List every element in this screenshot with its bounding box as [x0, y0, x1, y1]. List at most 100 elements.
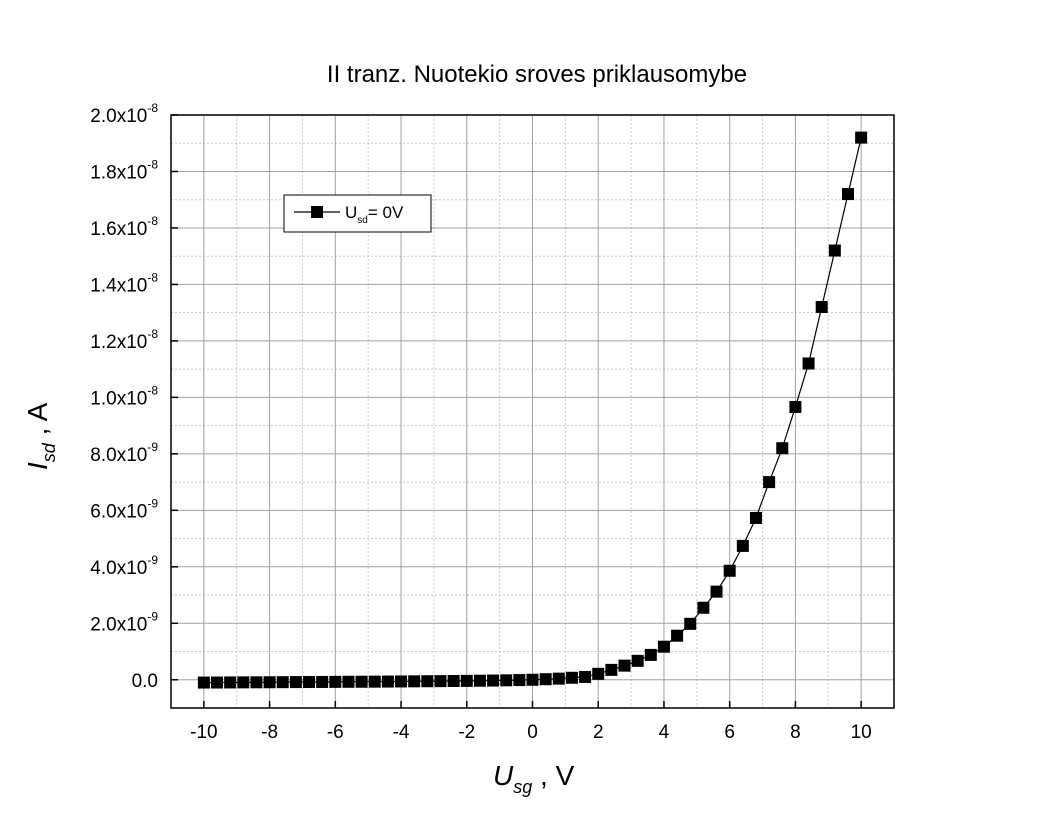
data-point	[644, 648, 657, 661]
data-point	[447, 675, 460, 688]
x-axis-label: Usg , V	[493, 760, 575, 797]
y-label-subscript: sd	[39, 442, 59, 462]
data-point	[500, 674, 513, 687]
x-tick-label: -4	[393, 722, 410, 743]
y-tick-exponent: -9	[147, 440, 158, 454]
x-label-subscript: sg	[513, 777, 532, 797]
y-tick-exponent: -8	[147, 157, 158, 171]
y-tick-exponent: -9	[147, 496, 158, 510]
data-point	[776, 442, 789, 455]
data-point	[303, 676, 316, 689]
data-point	[815, 301, 828, 314]
y-tick-label: 6.0x10-9	[90, 496, 158, 522]
data-point	[552, 672, 565, 685]
data-point	[723, 564, 736, 577]
y-tick-label: 1.0x10-8	[90, 383, 158, 409]
y-tick-label: 1.4x10-8	[90, 270, 158, 296]
x-tick-label: 6	[724, 722, 735, 743]
x-tick-label: 4	[659, 722, 670, 743]
data-point	[224, 676, 237, 689]
data-point	[710, 585, 723, 598]
y-tick-mantissa: 2.0x10	[90, 614, 147, 635]
data-point	[487, 674, 500, 687]
y-tick-exponent: -8	[147, 214, 158, 228]
y-tick-label: 4.0x10-9	[90, 553, 158, 579]
data-point	[565, 671, 578, 684]
y-tick-label: 0.0	[132, 671, 158, 692]
y-tick-label: 1.2x10-8	[90, 327, 158, 353]
y-tick-exponent: -8	[147, 383, 158, 397]
legend-suffix: = 0V	[368, 203, 404, 222]
data-point	[197, 676, 210, 689]
x-tick-label: -8	[261, 722, 278, 743]
data-point	[539, 673, 552, 686]
data-point	[592, 667, 605, 680]
data-point	[763, 476, 776, 489]
data-point	[736, 539, 749, 552]
data-point	[631, 654, 644, 667]
x-tick-label: 8	[790, 722, 801, 743]
y-tick-mantissa: 6.0x10	[90, 501, 147, 522]
data-point	[329, 675, 342, 688]
data-point	[473, 674, 486, 687]
legend-name: U	[345, 203, 357, 222]
data-point	[789, 400, 802, 413]
data-point	[657, 640, 670, 653]
data-point	[408, 675, 421, 688]
data-point	[749, 511, 762, 524]
data-point	[381, 675, 394, 688]
x-label-unit: , V	[532, 760, 574, 791]
x-tick-label: -6	[327, 722, 344, 743]
data-point	[855, 131, 868, 144]
legend-box	[283, 194, 432, 233]
y-tick-mantissa: 1.8x10	[90, 162, 147, 183]
data-point	[237, 676, 250, 689]
data-point	[250, 676, 263, 689]
plot-frame	[170, 114, 895, 709]
data-point	[395, 675, 408, 688]
data-point	[605, 663, 618, 676]
y-tick-mantissa: 4.0x10	[90, 558, 147, 579]
x-label-symbol: U	[493, 760, 514, 791]
y-tick-label: 2.0x10-9	[90, 609, 158, 635]
data-point	[579, 670, 592, 683]
y-axis-label: Isd , A	[22, 402, 59, 470]
y-tick-label: 1.6x10-8	[90, 214, 158, 240]
x-tick-label: 0	[527, 722, 538, 743]
y-tick-mantissa: 1.2x10	[90, 332, 147, 353]
y-tick-exponent: -8	[147, 101, 158, 115]
y-tick-mantissa: 1.6x10	[90, 219, 147, 240]
legend-label: Usd= 0V	[345, 203, 404, 226]
data-point	[513, 674, 526, 687]
data-point	[289, 676, 302, 689]
legend-marker	[311, 206, 323, 218]
data-point	[684, 617, 697, 630]
x-tick-label: 2	[593, 722, 604, 743]
data-point	[421, 675, 434, 688]
legend-subscript: sd	[357, 215, 368, 226]
data-point	[368, 675, 381, 688]
data-point	[671, 629, 684, 642]
data-point	[211, 676, 224, 689]
y-tick-label: 2.0x10-8	[90, 101, 158, 127]
x-tick-label: -2	[458, 722, 475, 743]
data-point	[342, 675, 355, 688]
y-tick-mantissa: 8.0x10	[90, 445, 147, 466]
data-point	[460, 674, 473, 687]
y-tick-exponent: -8	[147, 270, 158, 284]
y-tick-label: 1.8x10-8	[90, 157, 158, 183]
x-tick-label: 10	[851, 722, 872, 743]
y-label-unit: , A	[22, 402, 53, 443]
data-point	[434, 675, 447, 688]
data-point	[841, 188, 854, 201]
data-point	[828, 244, 841, 257]
y-tick-mantissa: 0.0	[132, 671, 158, 692]
data-point	[276, 676, 289, 689]
data-point	[697, 601, 710, 614]
y-tick-exponent: -9	[147, 609, 158, 623]
data-point	[355, 675, 368, 688]
data-point	[316, 675, 329, 688]
y-tick-label: 8.0x10-9	[90, 440, 158, 466]
